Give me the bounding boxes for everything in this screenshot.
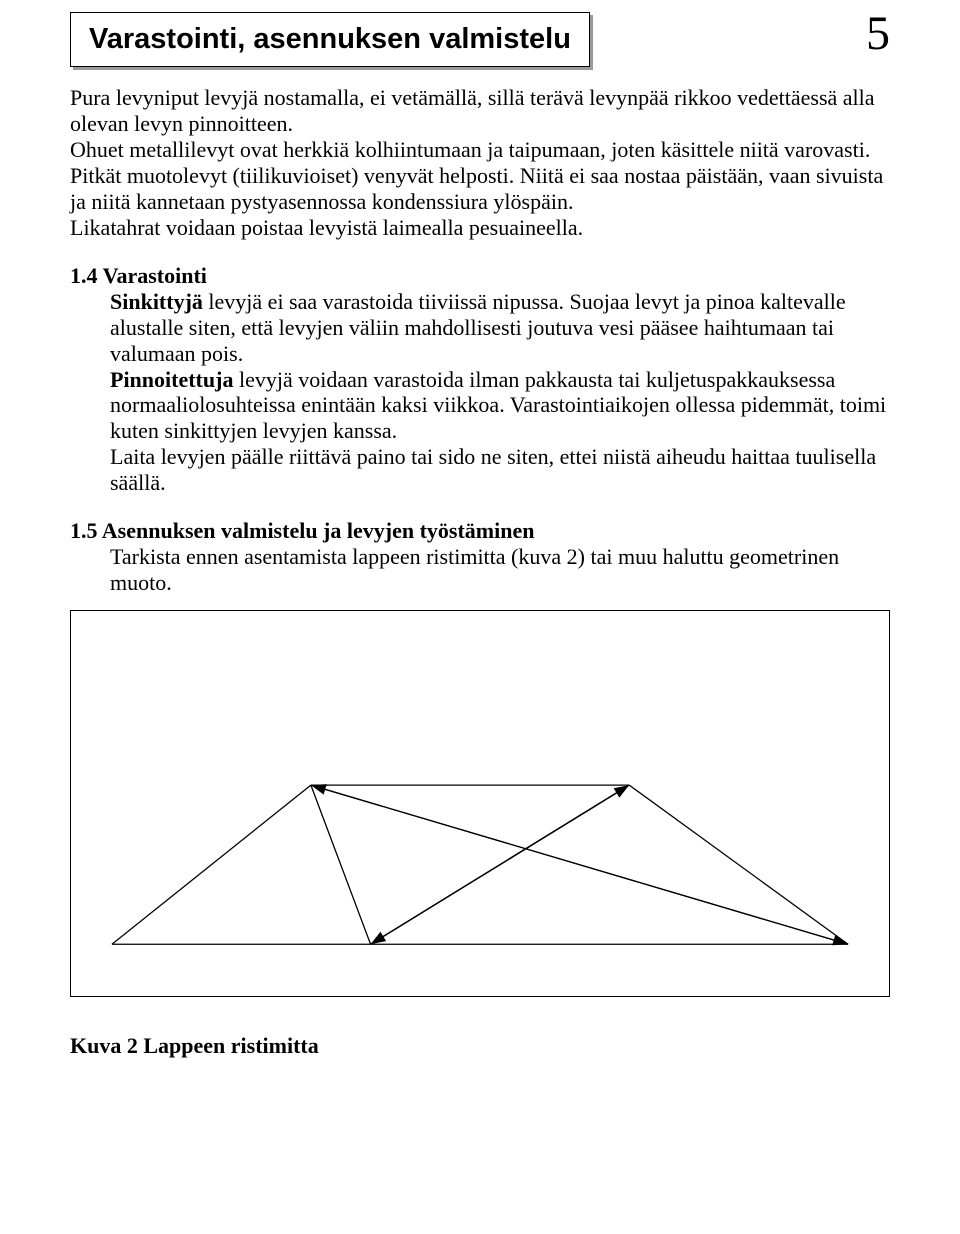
section-1-4-heading: 1.4 Varastointi: [70, 263, 890, 289]
section-1-4-p2-bold: Pinnoitettuja: [110, 367, 233, 392]
page-title: Varastointi, asennuksen valmistelu: [89, 23, 571, 55]
page-number: 5: [866, 6, 890, 61]
cross-measure-svg: [71, 611, 889, 996]
section-1-4-lead-rest: levyjä ei saa varastoida tiiviissä nipus…: [110, 289, 846, 366]
title-box: Varastointi, asennuksen valmistelu: [70, 12, 590, 67]
section-1-5-heading: 1.5 Asennuksen valmistelu ja levyjen työ…: [70, 518, 890, 544]
section-1-5-body: Tarkista ennen asentamista lappeen risti…: [70, 544, 890, 596]
section-1-5-text: Tarkista ennen asentamista lappeen risti…: [110, 544, 890, 596]
section-1-4-lead-bold: Sinkittyjä: [110, 289, 203, 314]
figure-2-diagram: [70, 610, 890, 997]
section-1-4-p3: Laita levyjen päälle riittävä paino tai …: [110, 444, 890, 496]
figure-2-caption: Kuva 2 Lappeen ristimitta: [70, 1033, 890, 1059]
section-1-4-body: Sinkittyjä levyjä ei saa varastoida tiiv…: [70, 289, 890, 497]
document-page: 5 Varastointi, asennuksen valmistelu Pur…: [0, 0, 960, 1099]
intro-paragraph: Pura levyniput levyjä nostamalla, ei vet…: [70, 85, 890, 241]
